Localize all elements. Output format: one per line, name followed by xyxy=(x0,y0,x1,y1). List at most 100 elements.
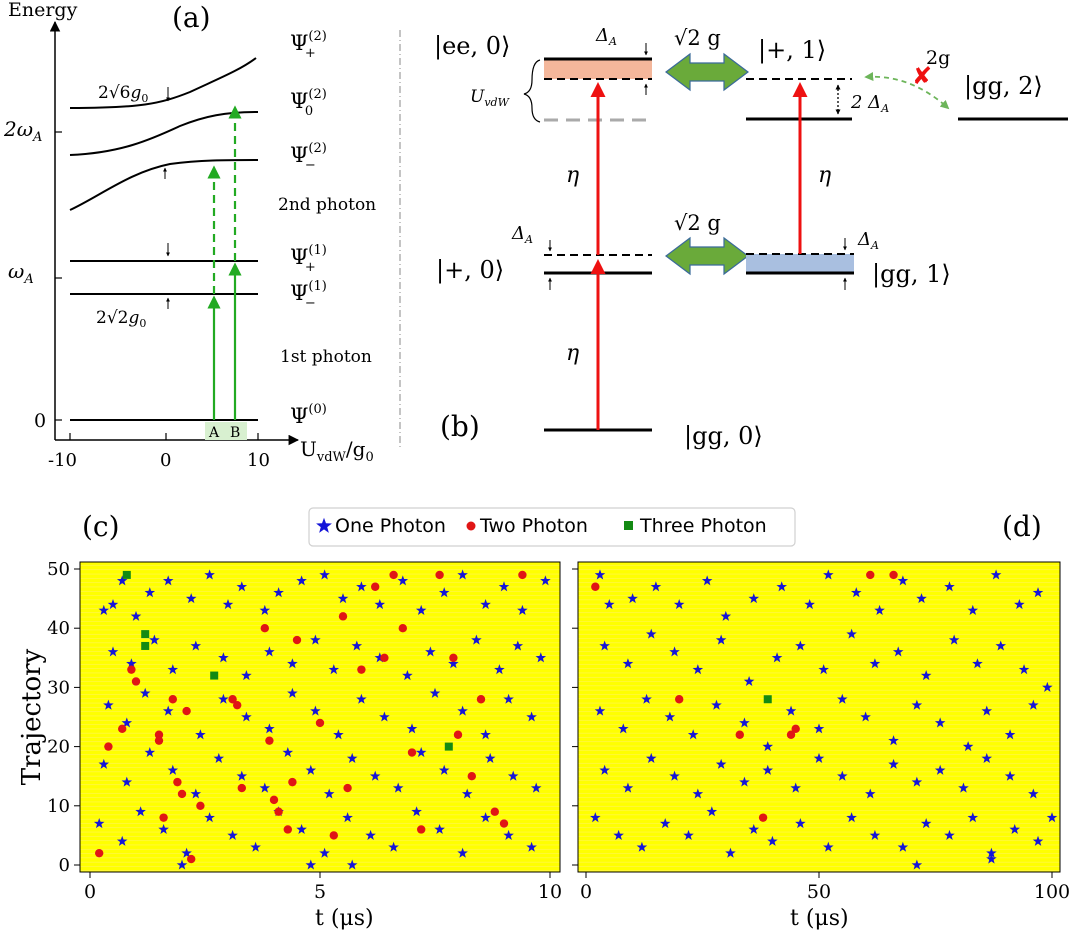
first-photon-label: 1st photon xyxy=(280,347,372,367)
gap-label-2sqrt6g0: 2√6g0 xyxy=(98,83,148,105)
panel-d-marks xyxy=(590,569,1058,870)
y-tick-label: 50 xyxy=(47,559,70,580)
panel-b: (b) |ee, 0⟩ |+, 1⟩ |gg, 2⟩ |+, 0⟩ |gg, 1… xyxy=(434,25,1068,451)
y-tick-two-omega-a: 2ωA xyxy=(3,117,42,145)
two-photon-point xyxy=(159,813,168,822)
panel-d-xlabel: t (μs) xyxy=(790,906,849,931)
two-photon-point xyxy=(889,570,898,580)
two-photon-point xyxy=(104,742,113,751)
coupling-label-top: √2 g xyxy=(674,26,721,50)
two-photon-point xyxy=(274,807,283,816)
label-psi2-zero: Ψ(2) 0 xyxy=(290,87,327,119)
y-tick-label: 0 xyxy=(59,855,70,876)
two-photon-point xyxy=(357,665,366,674)
panel-c-label: (c) xyxy=(82,510,120,543)
y-tick-label: 30 xyxy=(47,677,70,698)
two-photon-point xyxy=(476,695,486,704)
two-photon-point xyxy=(269,795,279,805)
panel-c-ylabel: Trajectory xyxy=(17,648,47,785)
two-photon-point xyxy=(173,777,182,787)
label-psi2-minus: Ψ(2) − xyxy=(290,141,327,173)
two-photon-point xyxy=(435,570,444,580)
x-tick-label: 10 xyxy=(538,881,562,903)
panel-c-axes: 0 5 10 0 10 20 30 40 50 xyxy=(47,559,562,903)
two-photon-point xyxy=(791,724,800,734)
legend-two-photon-dot xyxy=(466,521,476,531)
two-photon-point xyxy=(786,730,796,739)
x-tick-label: 0 xyxy=(580,881,592,903)
eta-upper-right: η xyxy=(818,163,831,188)
three-photon-point xyxy=(141,641,150,650)
forbidden-cross: ✘ xyxy=(912,62,932,90)
level-psi2-minus xyxy=(69,159,259,211)
ee0-band xyxy=(544,59,652,79)
eta-lower: η xyxy=(566,341,579,366)
legend: One Photon Two Photon Three Photon xyxy=(308,507,796,547)
delta-ee0: ΔA xyxy=(595,25,617,48)
state-gg0: |gg, 0⟩ xyxy=(684,422,763,451)
coupling-arrow-bottom xyxy=(665,236,749,276)
legend-three-photon-square xyxy=(624,521,633,530)
two-photon-point xyxy=(329,831,338,840)
two-photon-point xyxy=(131,677,141,686)
legend-three-photon: Three Photon xyxy=(639,515,767,537)
two-photon-point xyxy=(499,819,509,828)
x-tick-label: 0 xyxy=(84,881,96,903)
x-tick-label: 5 xyxy=(314,881,326,903)
x-tick-label: 50 xyxy=(807,881,831,903)
two-photon-point xyxy=(490,807,499,816)
panel-a: (a) Energy UvdW/g0 -10 0 10 0 ωA 2ωA 2√6… xyxy=(3,0,376,471)
three-photon-point xyxy=(210,671,219,680)
state-ee0: |ee, 0⟩ xyxy=(434,32,510,61)
legend-two-photon: Two Photon xyxy=(479,515,588,537)
two-photon-point xyxy=(371,582,380,591)
panel-d-axes: 0 50 100 xyxy=(572,568,1070,903)
two-photon-point xyxy=(154,736,164,745)
two-photon-point xyxy=(407,748,417,757)
x-tick-minus10: -10 xyxy=(48,450,77,471)
two-photon-point xyxy=(95,848,104,858)
state-plus0: |+, 0⟩ xyxy=(436,256,504,285)
label-psi1-minus: Ψ(1) − xyxy=(290,279,327,311)
two-photon-point xyxy=(260,624,269,633)
two-photon-point xyxy=(453,730,463,739)
two-photon-point xyxy=(177,789,187,799)
panel-c-plot-area xyxy=(79,561,561,873)
gg1-band xyxy=(746,254,854,273)
coupling-arrow-top xyxy=(665,52,749,92)
two-photon-point xyxy=(675,695,684,704)
two-photon-point xyxy=(467,772,476,781)
two-photon-point xyxy=(380,653,389,662)
delta-plus0: ΔA xyxy=(511,223,533,246)
two-photon-point xyxy=(449,653,458,662)
two-photon-point xyxy=(228,695,237,704)
legend-box xyxy=(308,507,796,547)
two-photon-point xyxy=(288,777,297,787)
panel-d-label: (d) xyxy=(1002,510,1042,543)
two-photon-point xyxy=(338,612,348,621)
energy-axis-title: Energy xyxy=(8,0,78,21)
marker-b: B xyxy=(230,425,240,441)
two-photon-point xyxy=(343,783,352,793)
three-photon-point xyxy=(141,630,150,639)
state-gg1: |gg, 1⟩ xyxy=(872,260,951,289)
two-photon-point xyxy=(398,624,407,633)
two-photon-point xyxy=(389,570,398,580)
eta-upper-left: η xyxy=(566,163,579,188)
label-psi2-plus: Ψ(2) + xyxy=(290,29,327,61)
marker-box xyxy=(205,422,247,440)
two-photon-point xyxy=(417,825,426,834)
state-plus1: |+, 1⟩ xyxy=(758,36,826,65)
two-photon-point xyxy=(735,730,744,739)
two-photon-point xyxy=(518,570,527,580)
two-photon-point xyxy=(182,706,191,716)
uvdw-brace xyxy=(523,59,541,123)
two-photon-point xyxy=(154,730,164,739)
coupling-label-bottom: √2 g xyxy=(674,211,721,235)
x-tick-10: 10 xyxy=(247,450,270,471)
two-photon-point xyxy=(315,718,325,728)
legend-one-photon: One Photon xyxy=(335,515,446,537)
panel-b-label: (b) xyxy=(440,410,480,443)
two-photon-point xyxy=(283,825,292,834)
